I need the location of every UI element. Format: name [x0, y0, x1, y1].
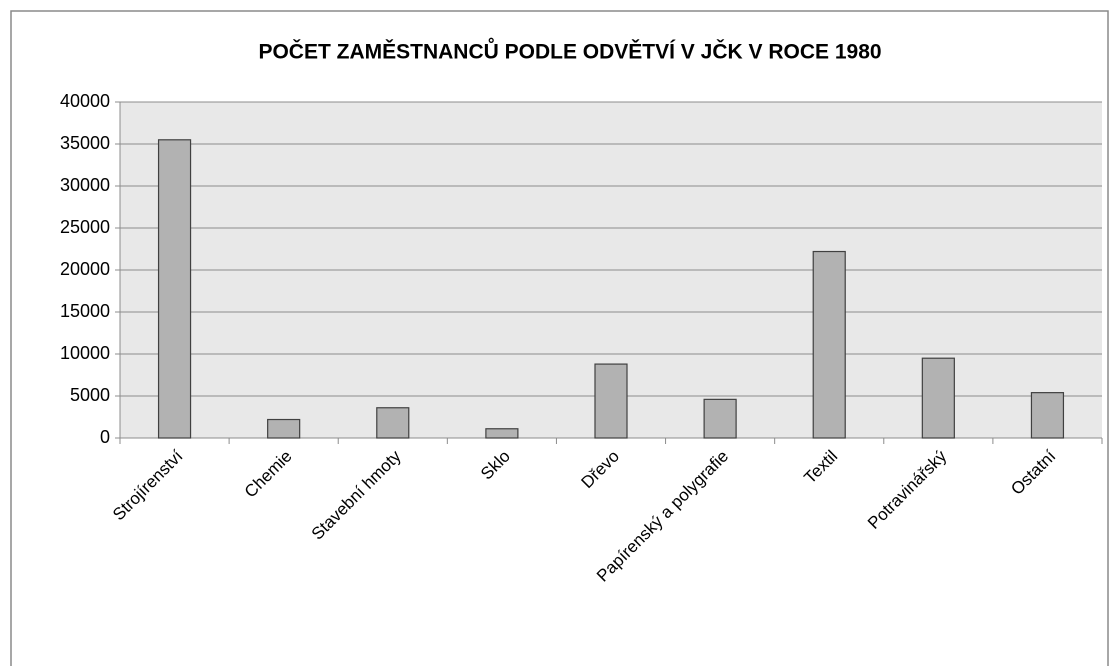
y-tick-label: 5000 — [70, 385, 110, 405]
y-tick-label: 0 — [100, 427, 110, 447]
y-tick-label: 10000 — [60, 343, 110, 363]
bar — [267, 418, 301, 439]
bar — [376, 407, 410, 439]
y-tick-label: 25000 — [60, 217, 110, 237]
bar — [703, 398, 737, 439]
bar — [485, 428, 519, 439]
y-tick-label: 35000 — [60, 133, 110, 153]
bar — [157, 139, 192, 439]
y-tick-label: 40000 — [60, 91, 110, 111]
bar — [594, 363, 628, 439]
bar — [812, 250, 846, 439]
y-tick-label: 30000 — [60, 175, 110, 195]
chart-title: POČET ZAMĚSTNANCŮ PODLE ODVĚTVÍ V JČK V … — [258, 38, 881, 64]
bar — [921, 357, 955, 439]
y-tick-label: 20000 — [60, 259, 110, 279]
y-tick-label: 15000 — [60, 301, 110, 321]
bar — [1030, 392, 1065, 439]
